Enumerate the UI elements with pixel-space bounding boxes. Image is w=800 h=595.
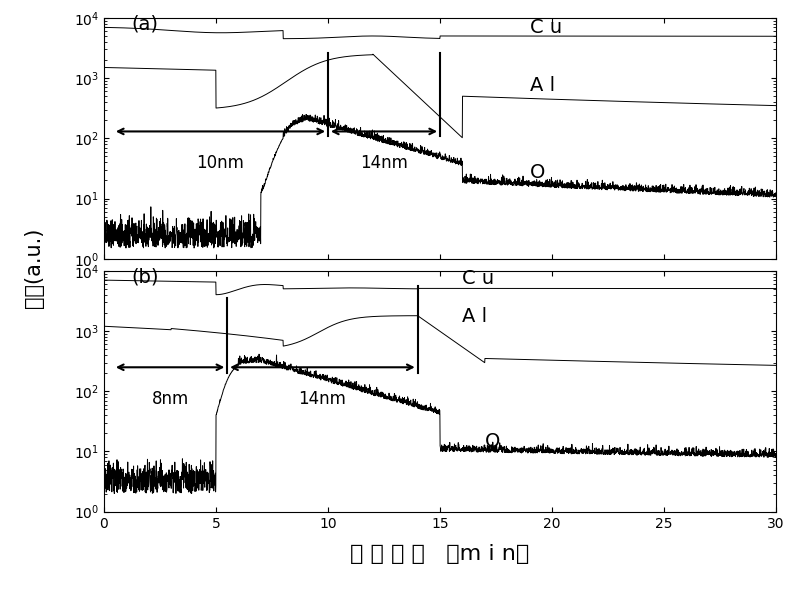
Text: 14nm: 14nm (360, 154, 408, 172)
Text: 14nm: 14nm (298, 390, 346, 408)
Text: 强度(a.u.): 强度(a.u.) (24, 227, 44, 308)
Text: 10nm: 10nm (197, 154, 245, 172)
Text: C u: C u (462, 269, 494, 288)
Text: A l: A l (530, 76, 554, 95)
Text: (b): (b) (131, 267, 158, 286)
Text: O: O (530, 163, 545, 182)
Text: A l: A l (462, 307, 487, 326)
Text: 8nm: 8nm (151, 390, 189, 408)
X-axis label: 濡 射 时 间   （m i n）: 濡 射 时 间 （m i n） (350, 544, 530, 565)
Text: O: O (485, 432, 500, 450)
Text: C u: C u (530, 18, 562, 37)
Text: (a): (a) (131, 14, 158, 33)
